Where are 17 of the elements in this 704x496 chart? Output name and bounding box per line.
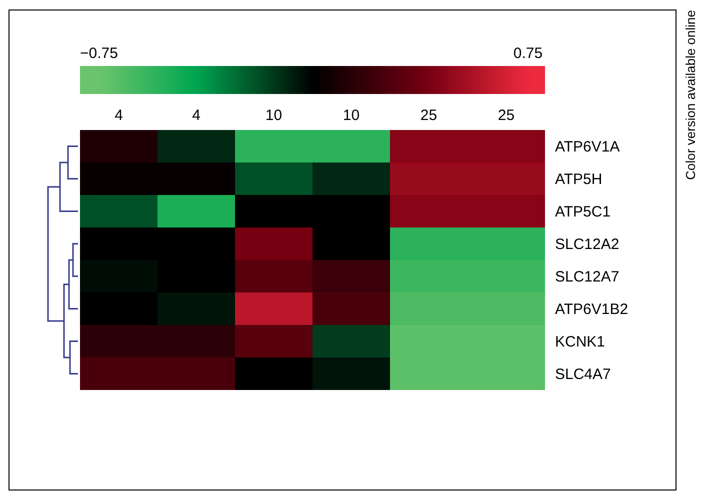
y-tick-label: SLC12A2 [555, 236, 620, 253]
y-tick-label: ATP6V1B2 [555, 300, 628, 318]
y-tick-label: SLC12A7 [555, 268, 620, 286]
y-tick-label: ATP5H [555, 170, 602, 188]
x-tick-label: 4 [114, 107, 123, 124]
x-tick-label: 25 [498, 107, 515, 124]
x-tick-label: 4 [192, 107, 200, 124]
text: Color version available online [683, 10, 698, 180]
y-tick-label: ATP6V1A [555, 138, 620, 156]
x-tick-label: 25 [420, 107, 438, 124]
x-tick-label: 10 [265, 107, 282, 124]
x-tick-label: 10 [342, 107, 360, 124]
color-bar-label: 0.75 [513, 45, 543, 62]
y-tick-label: SLC4A7 [555, 366, 611, 383]
y-tick-label: ATP5C1 [555, 203, 611, 220]
color-bar-label: −0.75 [80, 45, 118, 62]
y-tick-label: KCNK1 [555, 333, 606, 350]
